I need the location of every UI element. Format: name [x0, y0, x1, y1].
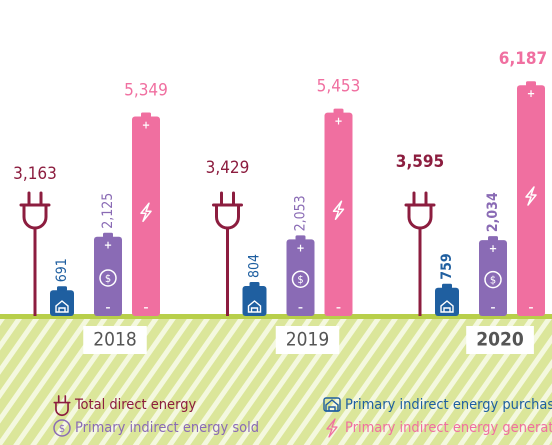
plus-sign: + — [489, 242, 497, 255]
year-label: 2020 — [476, 329, 524, 351]
battery-nub — [295, 235, 306, 241]
value-label: 691 — [54, 258, 70, 282]
coin-sign: $ — [59, 422, 65, 435]
year-label: 2018 — [93, 329, 137, 351]
bolt-icon — [525, 186, 537, 206]
year-group: 2019 3,429 804 + – $2,053 + – 5,453 — [206, 77, 361, 354]
house-icon — [247, 300, 262, 313]
value-label: 2,053 — [293, 195, 309, 231]
house-icon — [440, 300, 454, 313]
year-group: 2020 3,595 759 + – $2,034 + – 6,187 — [396, 49, 547, 354]
battery — [94, 236, 122, 316]
battery-nub — [488, 236, 498, 242]
bolt-icon — [326, 418, 338, 438]
year-label: 2019 — [286, 329, 330, 351]
coin-icon — [99, 269, 117, 287]
battery — [479, 240, 507, 316]
coin-sign: $ — [490, 274, 496, 287]
battery-nub — [526, 81, 536, 87]
value-label: 804 — [247, 254, 263, 278]
battery-nub — [141, 112, 151, 118]
plug-icon — [19, 191, 51, 230]
legend-item: Primary indirect energy purchased — [323, 397, 552, 413]
plus-sign: + — [334, 115, 342, 128]
coin-sign: $ — [105, 272, 111, 285]
battery-nub — [249, 282, 260, 288]
coin-icon — [291, 270, 310, 288]
battery-nub — [57, 286, 67, 292]
house-icon — [55, 300, 69, 313]
battery-nub — [103, 232, 113, 238]
coin-icon — [53, 419, 71, 437]
plug — [212, 191, 243, 316]
value-label: 2,125 — [100, 193, 116, 229]
value-label: 3,595 — [396, 152, 444, 172]
value-label: 3,163 — [13, 164, 57, 184]
year-group: 2018 3,163 691 + – $2,125 + – 5,349 — [13, 80, 168, 354]
plus-sign: + — [527, 87, 535, 100]
plug — [19, 191, 51, 316]
minus-sign: – — [491, 301, 496, 314]
legend-label: Primary indirect energy sold — [75, 420, 259, 436]
legend-item: $ Primary indirect energy sold — [53, 419, 259, 437]
plug — [404, 191, 436, 316]
battery-nub — [442, 283, 452, 289]
ground-line — [0, 314, 552, 319]
legend-label: Primary indirect energy generated — [345, 420, 552, 436]
year-box — [83, 326, 147, 354]
plus-sign: + — [104, 239, 112, 252]
value-label: 759 — [439, 253, 455, 279]
plug-icon — [53, 395, 71, 417]
minus-sign: – — [336, 301, 341, 314]
plus-sign: + — [296, 241, 304, 254]
plug-icon — [212, 191, 243, 230]
minus-sign: – — [529, 301, 534, 314]
value-label: 2,034 — [485, 192, 501, 232]
battery-nub — [333, 108, 344, 114]
legend-item: Total direct energy — [53, 395, 196, 417]
legend-label: Total direct energy — [74, 397, 196, 413]
house-icon — [325, 399, 339, 412]
plug-icon — [404, 191, 436, 230]
value-label: 3,429 — [206, 158, 250, 178]
legend-label: Primary indirect energy purchased — [345, 397, 552, 413]
year-box — [466, 326, 534, 354]
value-label: 5,349 — [124, 80, 168, 100]
plus-sign: + — [142, 118, 150, 131]
bolt-icon — [140, 202, 152, 223]
battery — [132, 116, 160, 316]
bolt-icon — [332, 200, 345, 220]
minus-sign: – — [144, 301, 149, 314]
minus-sign: – — [298, 301, 303, 314]
battery — [286, 239, 315, 316]
year-box — [275, 326, 340, 354]
coin-sign: $ — [297, 273, 303, 286]
legend-item: Primary indirect energy generated — [326, 418, 552, 438]
minus-sign: – — [106, 301, 111, 314]
value-label: 5,453 — [317, 77, 361, 97]
value-label: 6,187 — [499, 49, 547, 69]
coin-icon — [484, 270, 502, 289]
